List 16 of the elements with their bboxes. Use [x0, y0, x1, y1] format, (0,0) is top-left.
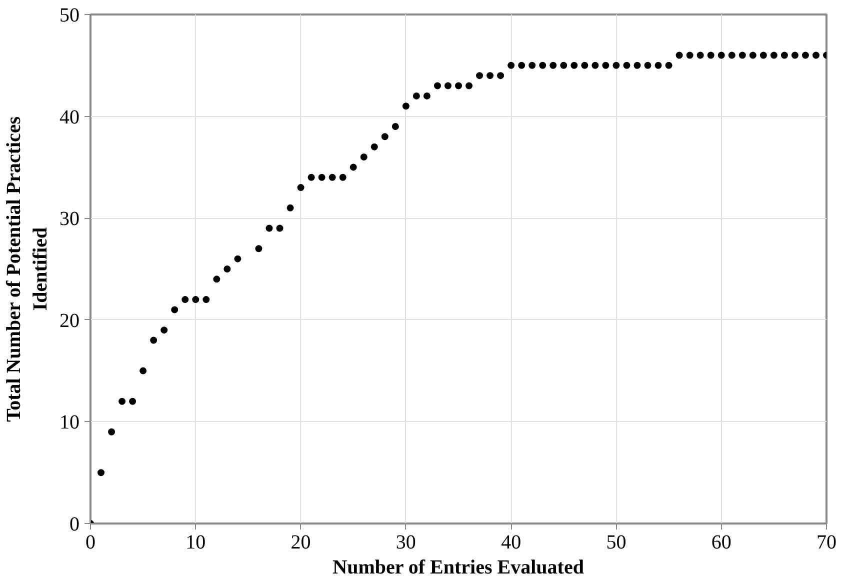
x-tick-label: 50	[606, 532, 626, 554]
x-tick-label: 0	[86, 532, 96, 554]
x-tick-label: 30	[396, 532, 416, 554]
x-tick-label: 70	[816, 532, 836, 554]
x-tick-label: 40	[501, 532, 522, 554]
y-tick-label: 20	[60, 310, 80, 332]
y-tick-label: 0	[70, 514, 80, 536]
y-tick-label: 30	[60, 208, 80, 230]
x-tick-label: 10	[186, 532, 206, 554]
x-axis-title: Number of Entries Evaluated	[332, 556, 584, 578]
x-tick-label: 20	[290, 532, 311, 554]
y-tick-label: 50	[60, 4, 80, 26]
y-tick-label: 40	[60, 106, 80, 128]
y-tick-label: 10	[60, 412, 80, 434]
x-tick-label: 60	[711, 532, 732, 554]
y-axis-title: Total Number of Potential Practices Identified	[3, 116, 52, 422]
